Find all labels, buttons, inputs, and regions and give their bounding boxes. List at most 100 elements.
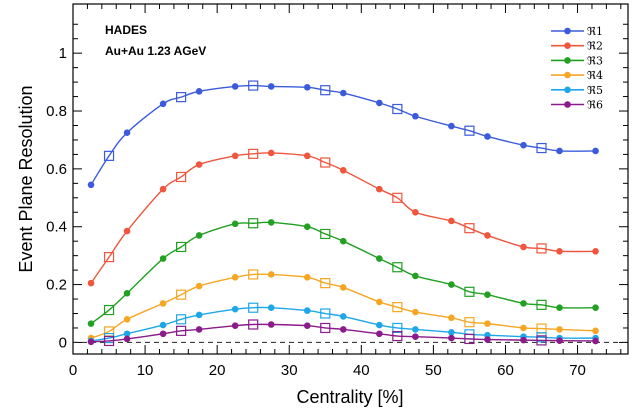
x-tick-label: 0 [69, 362, 77, 379]
series-group [87, 80, 599, 347]
data-point-circle [159, 255, 167, 262]
data-point-circle [303, 274, 311, 281]
data-point-square [536, 335, 547, 346]
x-tick-label: 10 [137, 362, 154, 379]
data-point-circle [556, 326, 563, 333]
data-point-circle [195, 161, 203, 168]
data-point-circle [376, 185, 383, 193]
data-point-circle [412, 326, 419, 333]
data-point-circle [195, 326, 203, 333]
data-point-square [392, 192, 403, 203]
legend-marker [564, 42, 571, 49]
y-tick-label: 0.6 [46, 161, 67, 178]
data-point-square [176, 92, 187, 103]
data-point-square [320, 228, 331, 240]
series-curve [90, 221, 596, 325]
legend-label: ℜ4 [587, 69, 603, 82]
data-point-circle [339, 326, 347, 333]
legend-item: ℜ6 [551, 99, 603, 112]
data-point-circle [592, 147, 599, 155]
data-point-circle [267, 149, 275, 157]
data-point-circle [448, 334, 455, 342]
data-point-circle [556, 147, 563, 155]
data-point-circle [412, 208, 419, 216]
legend-label: ℜ3 [587, 54, 603, 67]
legend-label: ℜ5 [587, 84, 603, 97]
data-point-circle [339, 167, 347, 174]
data-point-circle [376, 99, 383, 107]
data-point-square [176, 171, 187, 183]
plot-frame [72, 3, 629, 355]
legend-item: ℜ4 [551, 69, 603, 82]
data-point-square [464, 317, 475, 328]
data-point-circle [231, 274, 239, 281]
data-point-square [536, 243, 547, 254]
data-point-circle [87, 279, 95, 287]
y-tick-label: 0.4 [46, 219, 67, 236]
data-point-circle [231, 305, 239, 313]
y-tick-label: 1 [59, 45, 67, 62]
x-tick-label: 20 [209, 362, 226, 379]
data-point-circle [592, 327, 599, 335]
data-point-circle [520, 141, 527, 149]
data-point-square [248, 218, 259, 229]
x-tick-label: 50 [425, 362, 442, 379]
data-point-square [536, 142, 547, 154]
data-point-square [103, 304, 115, 316]
data-point-square [176, 314, 187, 325]
data-point-circle [267, 219, 275, 226]
data-point-square [248, 148, 259, 159]
data-point-circle [159, 330, 167, 338]
data-point-circle [159, 300, 167, 307]
data-point-circle [520, 336, 527, 344]
data-point-circle [592, 304, 599, 312]
x-tick-label: 30 [281, 362, 298, 379]
data-point-square [248, 319, 259, 330]
data-point-square [392, 262, 403, 273]
data-point-circle [592, 337, 599, 345]
data-point-circle [123, 315, 131, 323]
data-point-circle [267, 321, 275, 328]
annotation-experiment: HADES [105, 23, 147, 37]
data-point-circle [303, 152, 311, 160]
legend-marker [564, 86, 571, 94]
data-point-square [464, 333, 475, 345]
data-point-circle [484, 291, 491, 299]
legend-label: ℜ1 [587, 25, 603, 38]
data-point-circle [123, 289, 131, 297]
data-point-circle [376, 298, 383, 306]
legend-label: ℜ6 [587, 99, 603, 112]
data-point-circle [159, 321, 167, 329]
data-point-circle [520, 300, 527, 307]
data-point-square [392, 322, 403, 334]
y-tick-label: 0.8 [46, 103, 67, 120]
data-point-circle [412, 308, 419, 316]
series-curve [90, 306, 596, 342]
data-point-circle [339, 89, 347, 97]
data-point-square [176, 325, 187, 336]
data-point-circle [123, 335, 131, 343]
data-point-circle [412, 333, 419, 340]
data-point-square [320, 278, 331, 289]
legend-marker [564, 71, 571, 79]
data-point-square [392, 330, 403, 342]
data-point-circle [195, 282, 203, 290]
x-tick-label: 60 [497, 362, 514, 379]
legend-item: ℜ5 [551, 84, 603, 97]
data-point-square [320, 322, 331, 334]
data-point-circle [195, 232, 203, 239]
data-point-circle [159, 185, 167, 193]
data-point-circle [87, 181, 95, 189]
data-point-circle [484, 320, 491, 327]
data-point-circle [412, 272, 419, 280]
data-point-square [464, 223, 475, 234]
series-6 [87, 319, 599, 347]
data-point-circle [484, 133, 491, 140]
data-point-circle [267, 271, 275, 278]
x-tick-label: 70 [569, 362, 586, 379]
data-point-circle [520, 324, 527, 332]
series-curve [90, 84, 596, 186]
annotation-system: Au+Au 1.23 AGeV [105, 44, 206, 58]
data-point-square [392, 103, 403, 115]
